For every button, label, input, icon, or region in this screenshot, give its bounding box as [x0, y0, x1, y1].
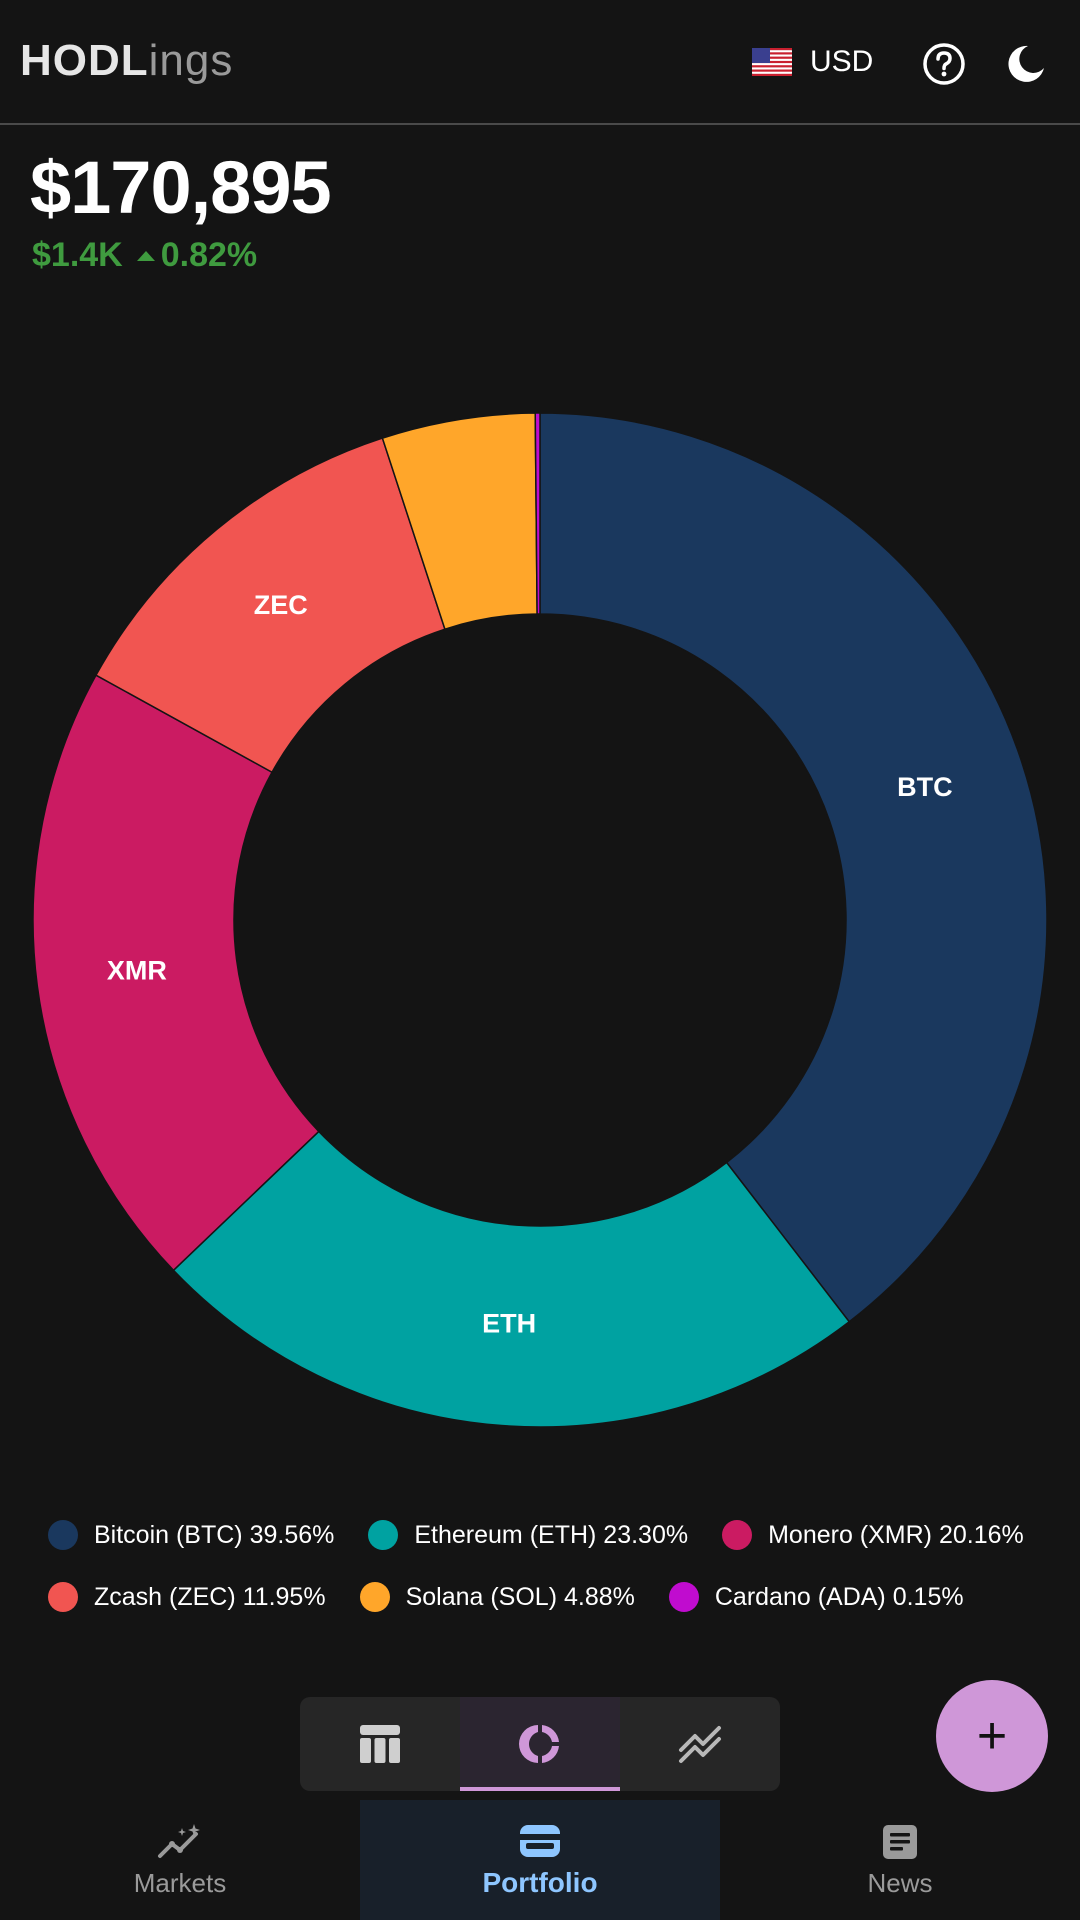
legend-swatch: [359, 1582, 390, 1612]
donut-segment-zec[interactable]: [95, 437, 446, 774]
app-header: HODLings USD: [0, 0, 1080, 125]
legend-item-xmr[interactable]: Monero (XMR) 20.16%: [722, 1520, 1024, 1550]
line-view-button[interactable]: [620, 1697, 780, 1791]
portfolio-change: $1.4K 0.82%: [32, 236, 257, 275]
table-icon: [360, 1725, 400, 1763]
change-amount: $1.4K: [32, 236, 123, 274]
plus-icon: +: [976, 1707, 1008, 1765]
us-flag-icon: [752, 48, 792, 76]
legend-swatch: [722, 1520, 753, 1550]
line-chart-icon: [679, 1726, 721, 1763]
donut-view-button[interactable]: [460, 1697, 620, 1791]
currency-selector[interactable]: USD: [752, 40, 873, 84]
donut-segment-cardano-ada[interactable]: [534, 412, 541, 615]
legend-item-btc[interactable]: Bitcoin (BTC) 39.56%: [48, 1520, 334, 1550]
legend-item-eth[interactable]: Ethereum (ETH) 23.30%: [368, 1520, 688, 1550]
legend-swatch: [48, 1582, 78, 1612]
help-icon[interactable]: [922, 42, 966, 86]
change-percent: 0.82%: [160, 236, 258, 274]
table-view-button[interactable]: [300, 1697, 460, 1791]
donut-label-btc: BTC: [897, 772, 953, 802]
app-logo: HODLings: [20, 36, 234, 85]
news-icon: [883, 1824, 917, 1859]
legend-item-ada[interactable]: Cardano (ADA) 0.15%: [668, 1582, 964, 1612]
nav-news[interactable]: News: [720, 1800, 1080, 1920]
legend-swatch: [48, 1520, 78, 1550]
donut-label-xmr: XMR: [107, 956, 167, 986]
currency-label: USD: [810, 45, 874, 78]
donut-label-zec: ZEC: [254, 590, 308, 620]
legend-swatch: [668, 1582, 699, 1612]
donut-segment-eth[interactable]: [172, 1130, 851, 1428]
allocation-donut-chart: BTC ETH XMR ZEC: [32, 412, 1048, 1428]
donut-label-eth: ETH: [482, 1308, 536, 1338]
donut-segment-xmr[interactable]: [32, 674, 320, 1272]
markets-icon: [158, 1823, 200, 1858]
add-transaction-button[interactable]: +: [936, 1680, 1048, 1792]
legend-item-sol[interactable]: Solana (SOL) 4.88%: [359, 1582, 635, 1612]
dark-mode-icon[interactable]: [1004, 42, 1048, 86]
wallet-icon: [520, 1825, 560, 1857]
view-toggle: [300, 1697, 780, 1791]
donut-chart-icon: [519, 1725, 559, 1763]
legend-item-zec[interactable]: Zcash (ZEC) 11.95%: [48, 1582, 326, 1612]
legend-swatch: [368, 1520, 399, 1550]
donut-segment-btc[interactable]: [539, 412, 1048, 1323]
legend-row: Zcash (ZEC) 11.95% Solana (SOL) 4.88% Ca…: [48, 1582, 998, 1612]
portfolio-total: $170,895: [30, 146, 332, 229]
nav-markets[interactable]: Markets: [0, 1800, 360, 1920]
caret-up-icon: [136, 250, 155, 261]
bottom-navigation: Markets Portfolio News: [0, 1800, 1080, 1920]
nav-portfolio[interactable]: Portfolio: [360, 1800, 720, 1920]
legend-row: Bitcoin (BTC) 39.56% Ethereum (ETH) 23.3…: [48, 1520, 1058, 1550]
